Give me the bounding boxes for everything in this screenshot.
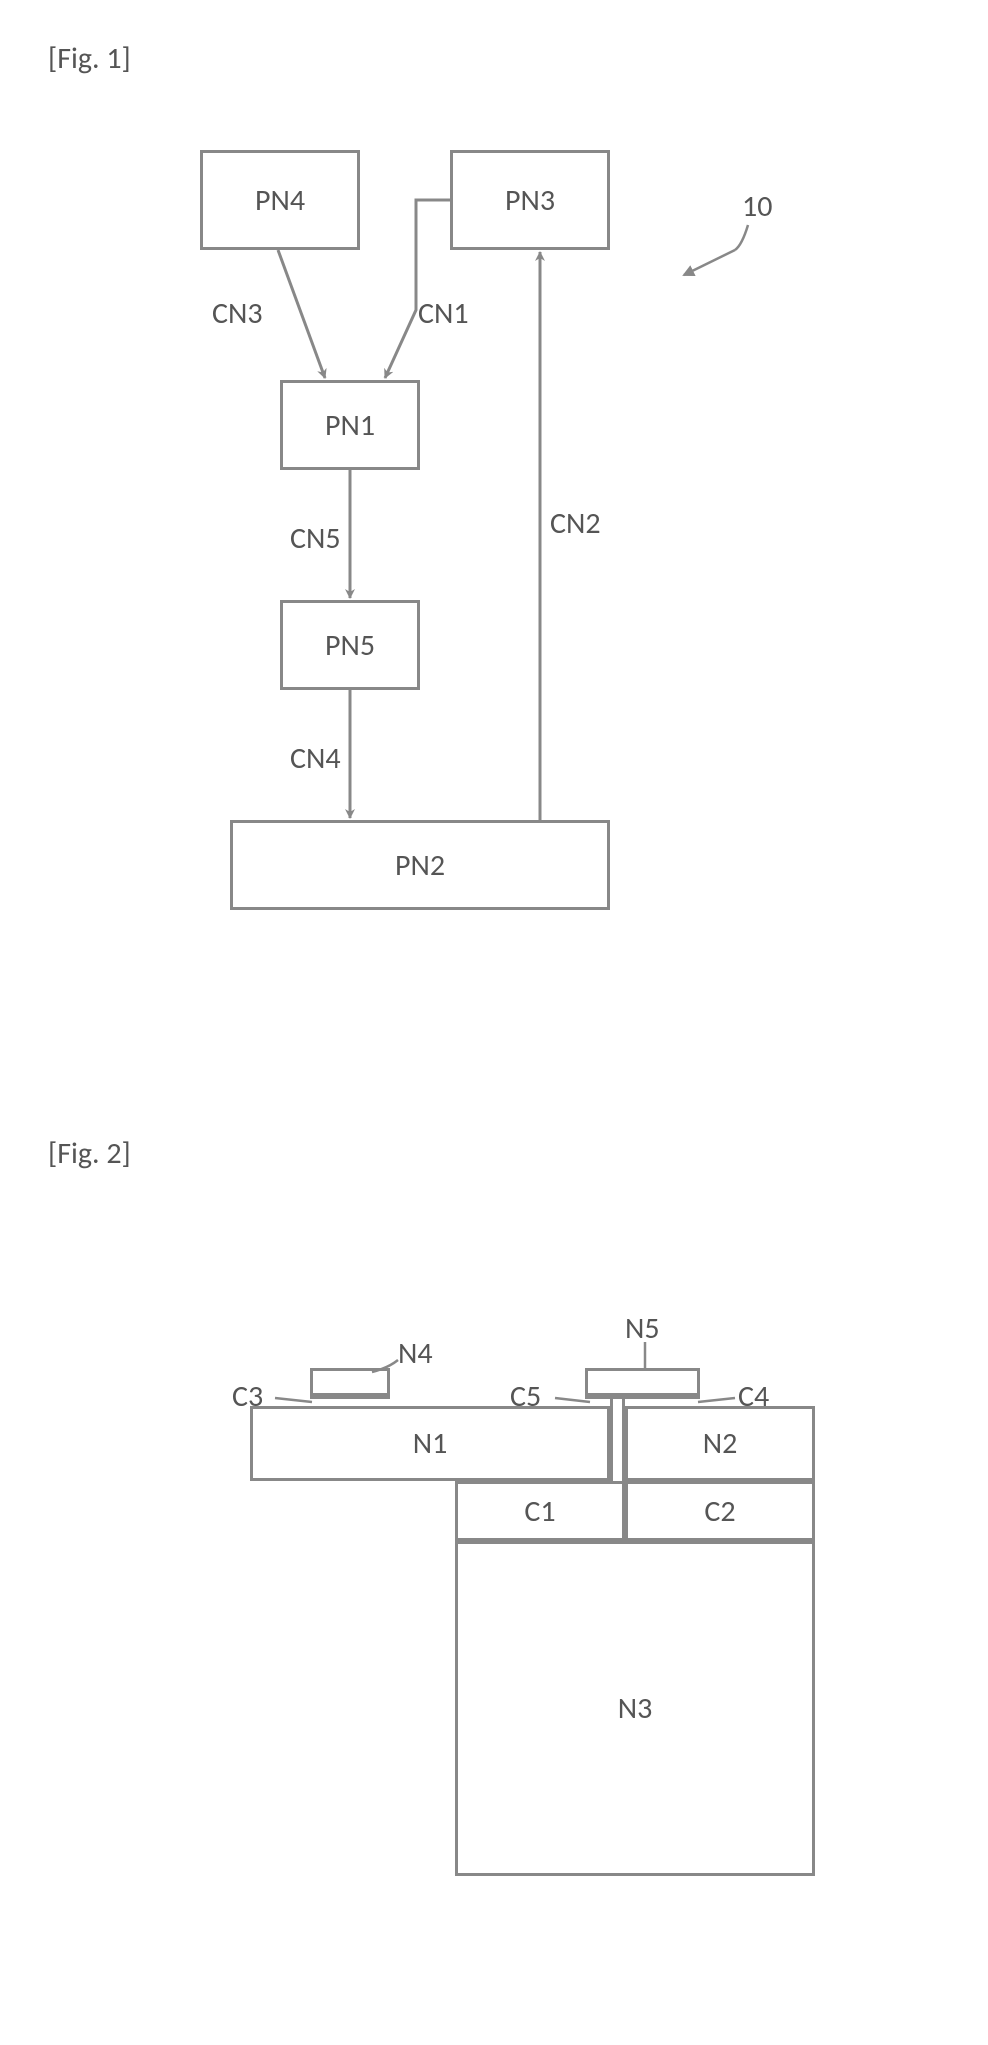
channel <box>610 1396 625 1481</box>
node-pn2-text: PN2 <box>395 847 445 884</box>
node-c2: C2 <box>625 1481 815 1541</box>
node-c1: C1 <box>455 1481 625 1541</box>
node-n1-text: N1 <box>413 1425 448 1462</box>
node-pn5-text: PN5 <box>325 627 375 664</box>
node-pn3: PN3 <box>450 150 610 250</box>
edge-cn4-label: CN4 <box>290 740 341 777</box>
edge-cn1-label: CN1 <box>418 295 469 332</box>
node-n3: N3 <box>455 1541 815 1876</box>
ptr-n4-label: N4 <box>398 1335 433 1372</box>
node-pn3-text: PN3 <box>505 182 555 219</box>
ref-10-label: 10 <box>742 188 772 225</box>
node-n5 <box>585 1368 700 1396</box>
ptr-n5-label: N5 <box>625 1310 660 1347</box>
node-n2-text: N2 <box>703 1425 738 1462</box>
node-pn4-text: PN4 <box>255 182 305 219</box>
fig2-label: [Fig. 2] <box>48 1135 131 1172</box>
ptr-c3-label: C3 <box>232 1378 263 1415</box>
ptr-c5-label: C5 <box>510 1378 541 1415</box>
node-c1-text: C1 <box>524 1493 555 1530</box>
node-pn1: PN1 <box>280 380 420 470</box>
c5c4-line <box>585 1396 700 1399</box>
node-n3-text: N3 <box>618 1690 653 1727</box>
node-c2-text: C2 <box>704 1493 735 1530</box>
node-pn4: PN4 <box>200 150 360 250</box>
node-pn2: PN2 <box>230 820 610 910</box>
c3-line <box>310 1396 390 1399</box>
fig1-label: [Fig. 1] <box>48 40 131 77</box>
node-n4 <box>310 1368 390 1396</box>
edge-cn2-label: CN2 <box>550 505 601 542</box>
ptr-c4-label: C4 <box>738 1378 769 1415</box>
node-pn1-text: PN1 <box>325 407 375 444</box>
edge-cn5-label: CN5 <box>290 520 341 557</box>
edge-cn3-label: CN3 <box>212 295 263 332</box>
page: [Fig. 1] PN4 PN3 PN1 PN5 PN2 CN3 CN1 CN5… <box>0 0 988 2045</box>
node-n2: N2 <box>625 1406 815 1481</box>
node-pn5: PN5 <box>280 600 420 690</box>
node-n1: N1 <box>250 1406 610 1481</box>
